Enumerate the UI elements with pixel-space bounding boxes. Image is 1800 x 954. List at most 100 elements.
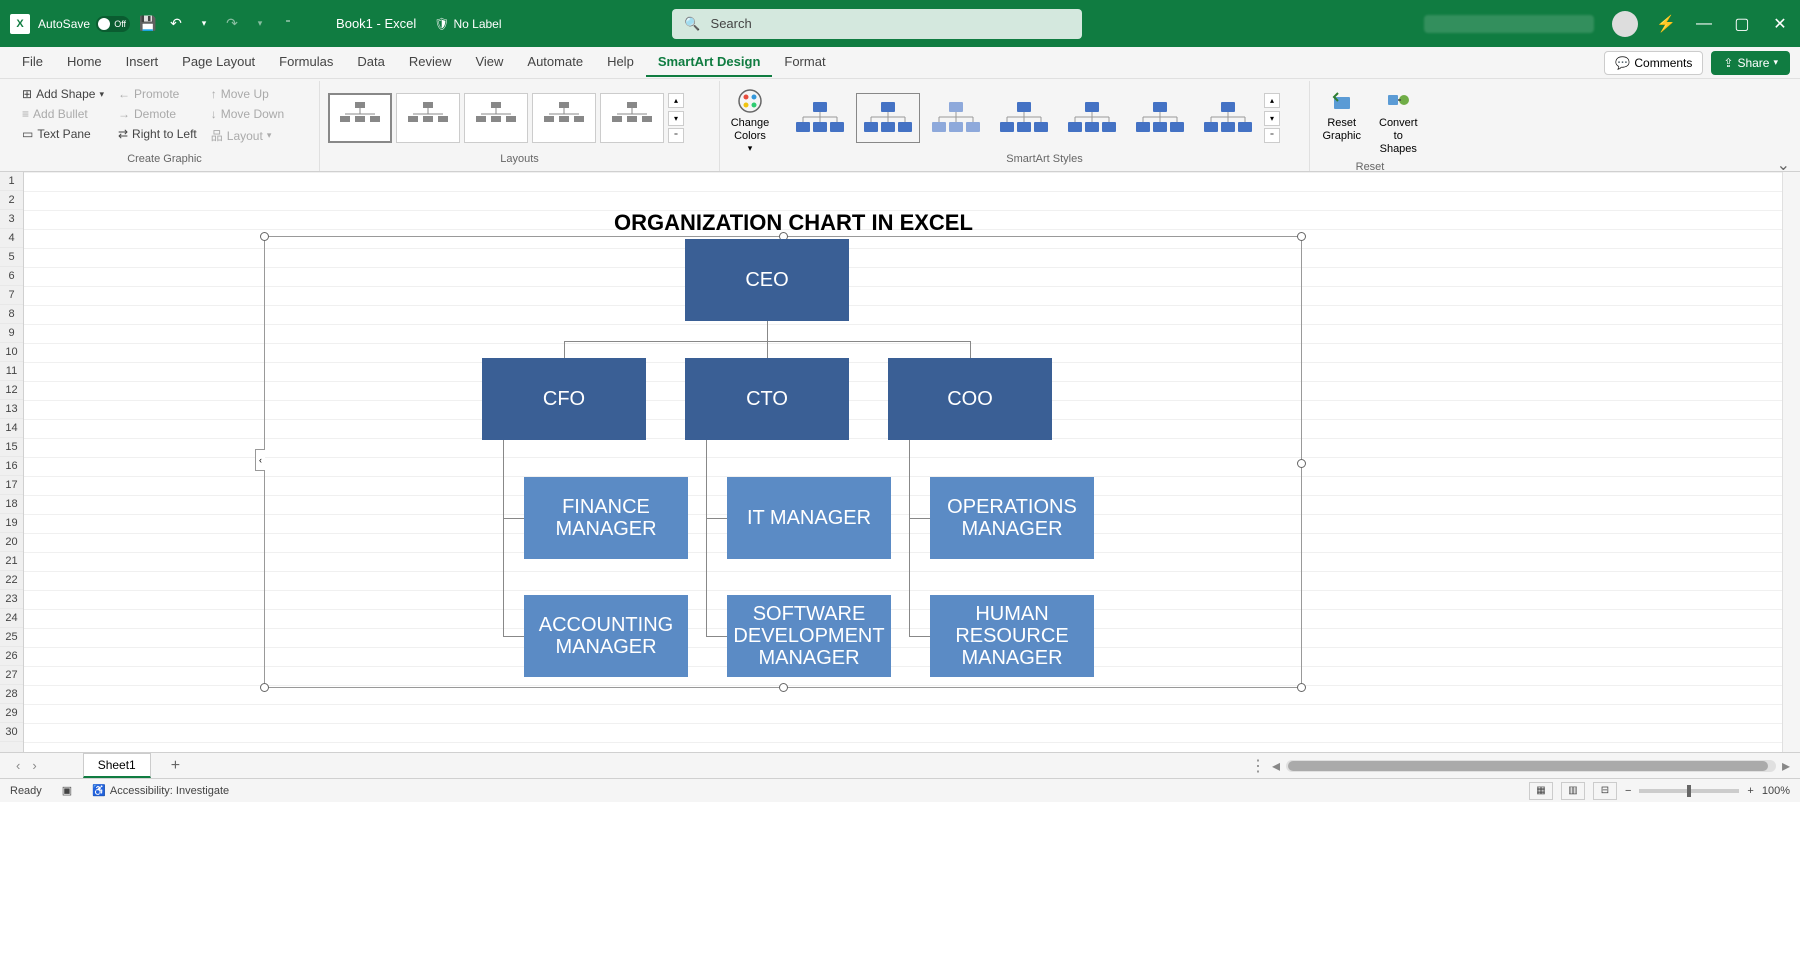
org-node-acct[interactable]: ACCOUNTING MANAGER: [524, 595, 688, 677]
styles-scroll[interactable]: ▴▾⁼: [1264, 93, 1280, 143]
text-pane-button[interactable]: ▭Text Pane: [18, 125, 108, 143]
row-header[interactable]: 10: [0, 343, 23, 362]
org-node-finance[interactable]: FINANCE MANAGER: [524, 477, 688, 559]
style-option-6[interactable]: [1196, 93, 1260, 143]
org-node-it[interactable]: IT MANAGER: [727, 477, 891, 559]
row-header[interactable]: 5: [0, 248, 23, 267]
org-node-ceo[interactable]: CEO: [685, 239, 849, 321]
zoom-slider[interactable]: [1639, 789, 1739, 793]
row-header[interactable]: 7: [0, 286, 23, 305]
layout-option-0[interactable]: [328, 93, 392, 143]
row-header[interactable]: 15: [0, 438, 23, 457]
tab-smartart-design[interactable]: SmartArt Design: [646, 48, 773, 77]
undo-icon[interactable]: ↶: [166, 14, 186, 34]
worksheet-area[interactable]: 1234567891011121314151617181920212223242…: [0, 172, 1800, 752]
org-node-sde[interactable]: SOFTWARE DEVELOPMENT MANAGER: [727, 595, 891, 677]
tab-data[interactable]: Data: [345, 48, 396, 77]
row-header[interactable]: 23: [0, 590, 23, 609]
reset-graphic-button[interactable]: Reset Graphic: [1316, 85, 1367, 145]
row-header[interactable]: 2: [0, 191, 23, 210]
add-sheet-button[interactable]: +: [171, 757, 180, 775]
minimize-button[interactable]: —: [1694, 14, 1714, 34]
autosave-toggle[interactable]: AutoSave Off: [38, 16, 130, 32]
maximize-button[interactable]: ▢: [1732, 14, 1752, 34]
style-option-5[interactable]: [1128, 93, 1192, 143]
row-header[interactable]: 9: [0, 324, 23, 343]
row-header[interactable]: 16: [0, 457, 23, 476]
row-header[interactable]: 13: [0, 400, 23, 419]
row-header[interactable]: 26: [0, 647, 23, 666]
row-header[interactable]: 22: [0, 571, 23, 590]
row-header[interactable]: 28: [0, 685, 23, 704]
zoom-out[interactable]: −: [1625, 785, 1631, 797]
style-option-4[interactable]: [1060, 93, 1124, 143]
view-page-layout[interactable]: ▥: [1561, 782, 1585, 800]
save-icon[interactable]: 💾: [138, 14, 158, 34]
user-avatar[interactable]: [1612, 11, 1638, 37]
smartart-frame[interactable]: ‹ CEOCFOCTOCOOFINAN: [264, 236, 1302, 688]
row-header[interactable]: 20: [0, 533, 23, 552]
org-node-hr[interactable]: HUMAN RESOURCE MANAGER: [930, 595, 1094, 677]
resize-handle-e[interactable]: [1297, 459, 1306, 468]
sheet-nav-prev[interactable]: ‹: [10, 758, 26, 773]
search-box[interactable]: 🔍 Search: [672, 9, 1082, 39]
layout-option-4[interactable]: [600, 93, 664, 143]
redo-dropdown-icon[interactable]: ▾: [250, 14, 270, 34]
zoom-level[interactable]: 100%: [1762, 785, 1790, 797]
rtl-button[interactable]: ⇄Right to Left: [114, 125, 201, 143]
share-button[interactable]: ⇪ Share ▾: [1711, 51, 1790, 75]
row-header[interactable]: 6: [0, 267, 23, 286]
style-option-3[interactable]: [992, 93, 1056, 143]
row-header[interactable]: 8: [0, 305, 23, 324]
layout-option-3[interactable]: [532, 93, 596, 143]
tab-automate[interactable]: Automate: [515, 48, 595, 77]
redo-icon[interactable]: ↷: [222, 14, 242, 34]
resize-handle-se[interactable]: [1297, 683, 1306, 692]
resize-handle-sw[interactable]: [260, 683, 269, 692]
row-header[interactable]: 18: [0, 495, 23, 514]
tab-help[interactable]: Help: [595, 48, 646, 77]
row-header[interactable]: 21: [0, 552, 23, 571]
sheet-options-icon[interactable]: ⋮: [1250, 756, 1266, 776]
row-header[interactable]: 4: [0, 229, 23, 248]
view-normal[interactable]: ▦: [1529, 782, 1553, 800]
style-option-1[interactable]: [856, 93, 920, 143]
change-colors-button[interactable]: Change Colors ▾: [728, 85, 772, 156]
undo-dropdown-icon[interactable]: ▾: [194, 14, 214, 34]
convert-button[interactable]: Convert to Shapes: [1373, 85, 1424, 159]
toggle-switch[interactable]: Off: [96, 16, 130, 32]
row-header[interactable]: 11: [0, 362, 23, 381]
layout-option-1[interactable]: [396, 93, 460, 143]
row-header[interactable]: 30: [0, 723, 23, 742]
org-node-cto[interactable]: CTO: [685, 358, 849, 440]
tab-view[interactable]: View: [463, 48, 515, 77]
tab-home[interactable]: Home: [55, 48, 114, 77]
sheet-tab-active[interactable]: Sheet1: [83, 753, 151, 778]
zoom-in[interactable]: +: [1747, 785, 1753, 797]
style-option-2[interactable]: [924, 93, 988, 143]
sensitivity-label[interactable]: 🛡 No Label: [434, 17, 501, 31]
row-header[interactable]: 29: [0, 704, 23, 723]
grid-body[interactable]: ORGANIZATION CHART IN EXCEL ‹: [24, 172, 1782, 752]
macro-icon[interactable]: ▣: [62, 784, 72, 797]
hscroll-right[interactable]: ▸: [1782, 756, 1790, 776]
layouts-scroll[interactable]: ▴▾⁼: [668, 93, 684, 143]
resize-handle-s[interactable]: [779, 683, 788, 692]
textpane-toggle[interactable]: ‹: [255, 449, 265, 471]
qat-customize-icon[interactable]: ⁼: [278, 14, 298, 34]
lightning-icon[interactable]: ⚡: [1656, 14, 1676, 34]
close-button[interactable]: ✕: [1770, 14, 1790, 34]
tab-formulas[interactable]: Formulas: [267, 48, 345, 77]
add-shape-button[interactable]: ⊞Add Shape ▾: [18, 85, 108, 103]
accessibility-button[interactable]: ♿ Accessibility: Investigate: [92, 784, 229, 797]
row-header[interactable]: 25: [0, 628, 23, 647]
tab-format[interactable]: Format: [772, 48, 837, 77]
tab-review[interactable]: Review: [397, 48, 464, 77]
row-header[interactable]: 17: [0, 476, 23, 495]
horizontal-scrollbar[interactable]: [1286, 760, 1776, 772]
row-header[interactable]: 12: [0, 381, 23, 400]
row-header[interactable]: 19: [0, 514, 23, 533]
layout-option-2[interactable]: [464, 93, 528, 143]
resize-handle-ne[interactable]: [1297, 232, 1306, 241]
tab-page-layout[interactable]: Page Layout: [170, 48, 267, 77]
